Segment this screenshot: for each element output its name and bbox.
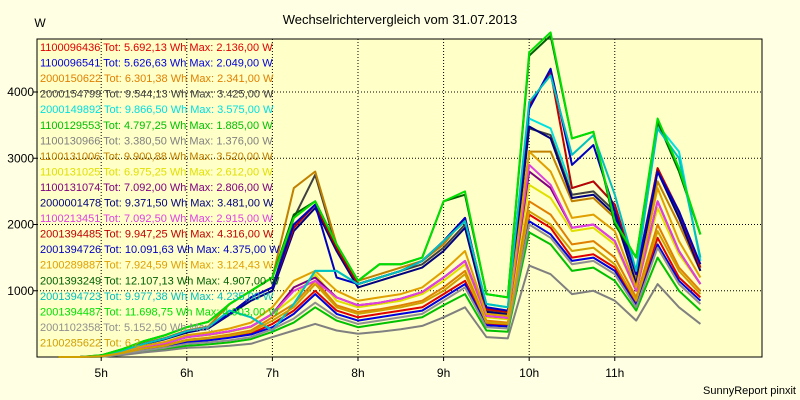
legend-entry-2000149892: 2000149892 Tot: 9.866,50 Wh Max: 3.575,0…	[40, 104, 274, 116]
x-tick-label: 6h	[180, 366, 193, 380]
series-line-2100285622	[58, 210, 702, 358]
legend-entry-1100096436: 1100096436 Tot: 5.692,13 Wh Max: 2.136,0…	[40, 42, 273, 54]
legend-entry-2000154799: 2000154799 Tot: 9.544,13 Wh Max: 3.425,0…	[40, 89, 274, 101]
x-tick-label: 7h	[266, 366, 279, 380]
legend-entry-2001394487: 2001394487 Tot: 11.698,75 Wh Max: 4.903,…	[40, 306, 279, 318]
x-tick-label: 9h	[437, 366, 450, 380]
y-tick-label: 1000	[7, 284, 34, 298]
legend: 1100096436 Tot: 5.692,13 Wh Max: 2.136,0…	[40, 42, 280, 349]
y-tick-label: 2000	[7, 218, 34, 232]
legend-entry-2000001478: 2000001478 Tot: 9.371,50 Wh Max: 3.481,0…	[40, 198, 274, 210]
series-layer	[58, 31, 702, 358]
x-tick-label: 11h	[605, 366, 624, 380]
series-line-2001394487	[58, 31, 702, 358]
x-tick-label: 5h	[95, 366, 108, 380]
series-line-1100129553	[58, 231, 702, 358]
legend-entry-2100289887: 2100289887 Tot: 7.924,59 Wh Max: 3.124,4…	[40, 260, 274, 272]
chart-title: Wechselrichtervergleich vom 31.07.2013	[283, 12, 518, 27]
legend-entry-1100131006: 1100131006 Tot: 9.900,88 Wh Max: 3.520,0…	[40, 151, 273, 163]
y-axis-unit-label: W	[34, 16, 46, 30]
x-tick-label: 8h	[351, 366, 364, 380]
x-tick-label: 10h	[519, 366, 539, 380]
series-line-2100289887	[58, 150, 702, 358]
legend-entry-1100096541: 1100096541 Tot: 5.626,63 Wh Max: 2.049,0…	[40, 58, 273, 70]
legend-entry-2001393249: 2001393249 Tot: 12.107,13 Wh Max: 4.907,…	[40, 275, 280, 287]
series-line-1100130966	[58, 264, 702, 358]
legend-entry-1100130966: 1100130966 Tot: 3.380,50 Wh Max: 1.376,0…	[40, 135, 273, 147]
series-line-1100213451	[58, 163, 702, 358]
legend-entry-1100213451: 1100213451 Tot: 7.092,50 Wh Max: 2.915,0…	[40, 213, 273, 225]
legend-entry-1100131025: 1100131025 Tot: 6.975,25 Wh Max: 2.612,0…	[40, 166, 273, 178]
legend-entry-2001394485: 2001394485 Tot: 9.947,25 Wh Max: 4.316,0…	[40, 229, 274, 241]
legend-entry-2001394726: 2001394726 Tot: 10.091,63 Wh Max: 4.375,…	[40, 244, 280, 256]
y-tick-label: 3000	[7, 151, 34, 165]
series-line-2001102358	[58, 223, 702, 358]
legend-entry-1100129553: 1100129553 Tot: 4.797,25 Wh Max: 1.885,0…	[40, 120, 273, 132]
legend-entry-2000150622: 2000150622 Tot: 6.301,38 Wh Max: 2.341,0…	[40, 73, 274, 85]
legend-entry-2100285622: 2100285622 Tot: 6.2	[40, 337, 140, 349]
legend-entry-2001394723: 2001394723 Tot: 9.977,38 Wh Max: 4.235,0…	[40, 291, 274, 303]
legend-entry-2001102358: 2001102358 Tot: 5.152,50 Wh Max:	[40, 322, 213, 334]
footer-credit: SunnyReport pinxit	[703, 385, 796, 397]
tick-layer: 5h 6h 7h 8h 9h 10h 11h 1000 2000 3000 4000	[7, 85, 624, 380]
y-tick-label: 4000	[7, 85, 34, 99]
legend-entry-1100131074: 1100131074 Tot: 7.092,00 Wh Max: 2.806,0…	[40, 182, 273, 194]
